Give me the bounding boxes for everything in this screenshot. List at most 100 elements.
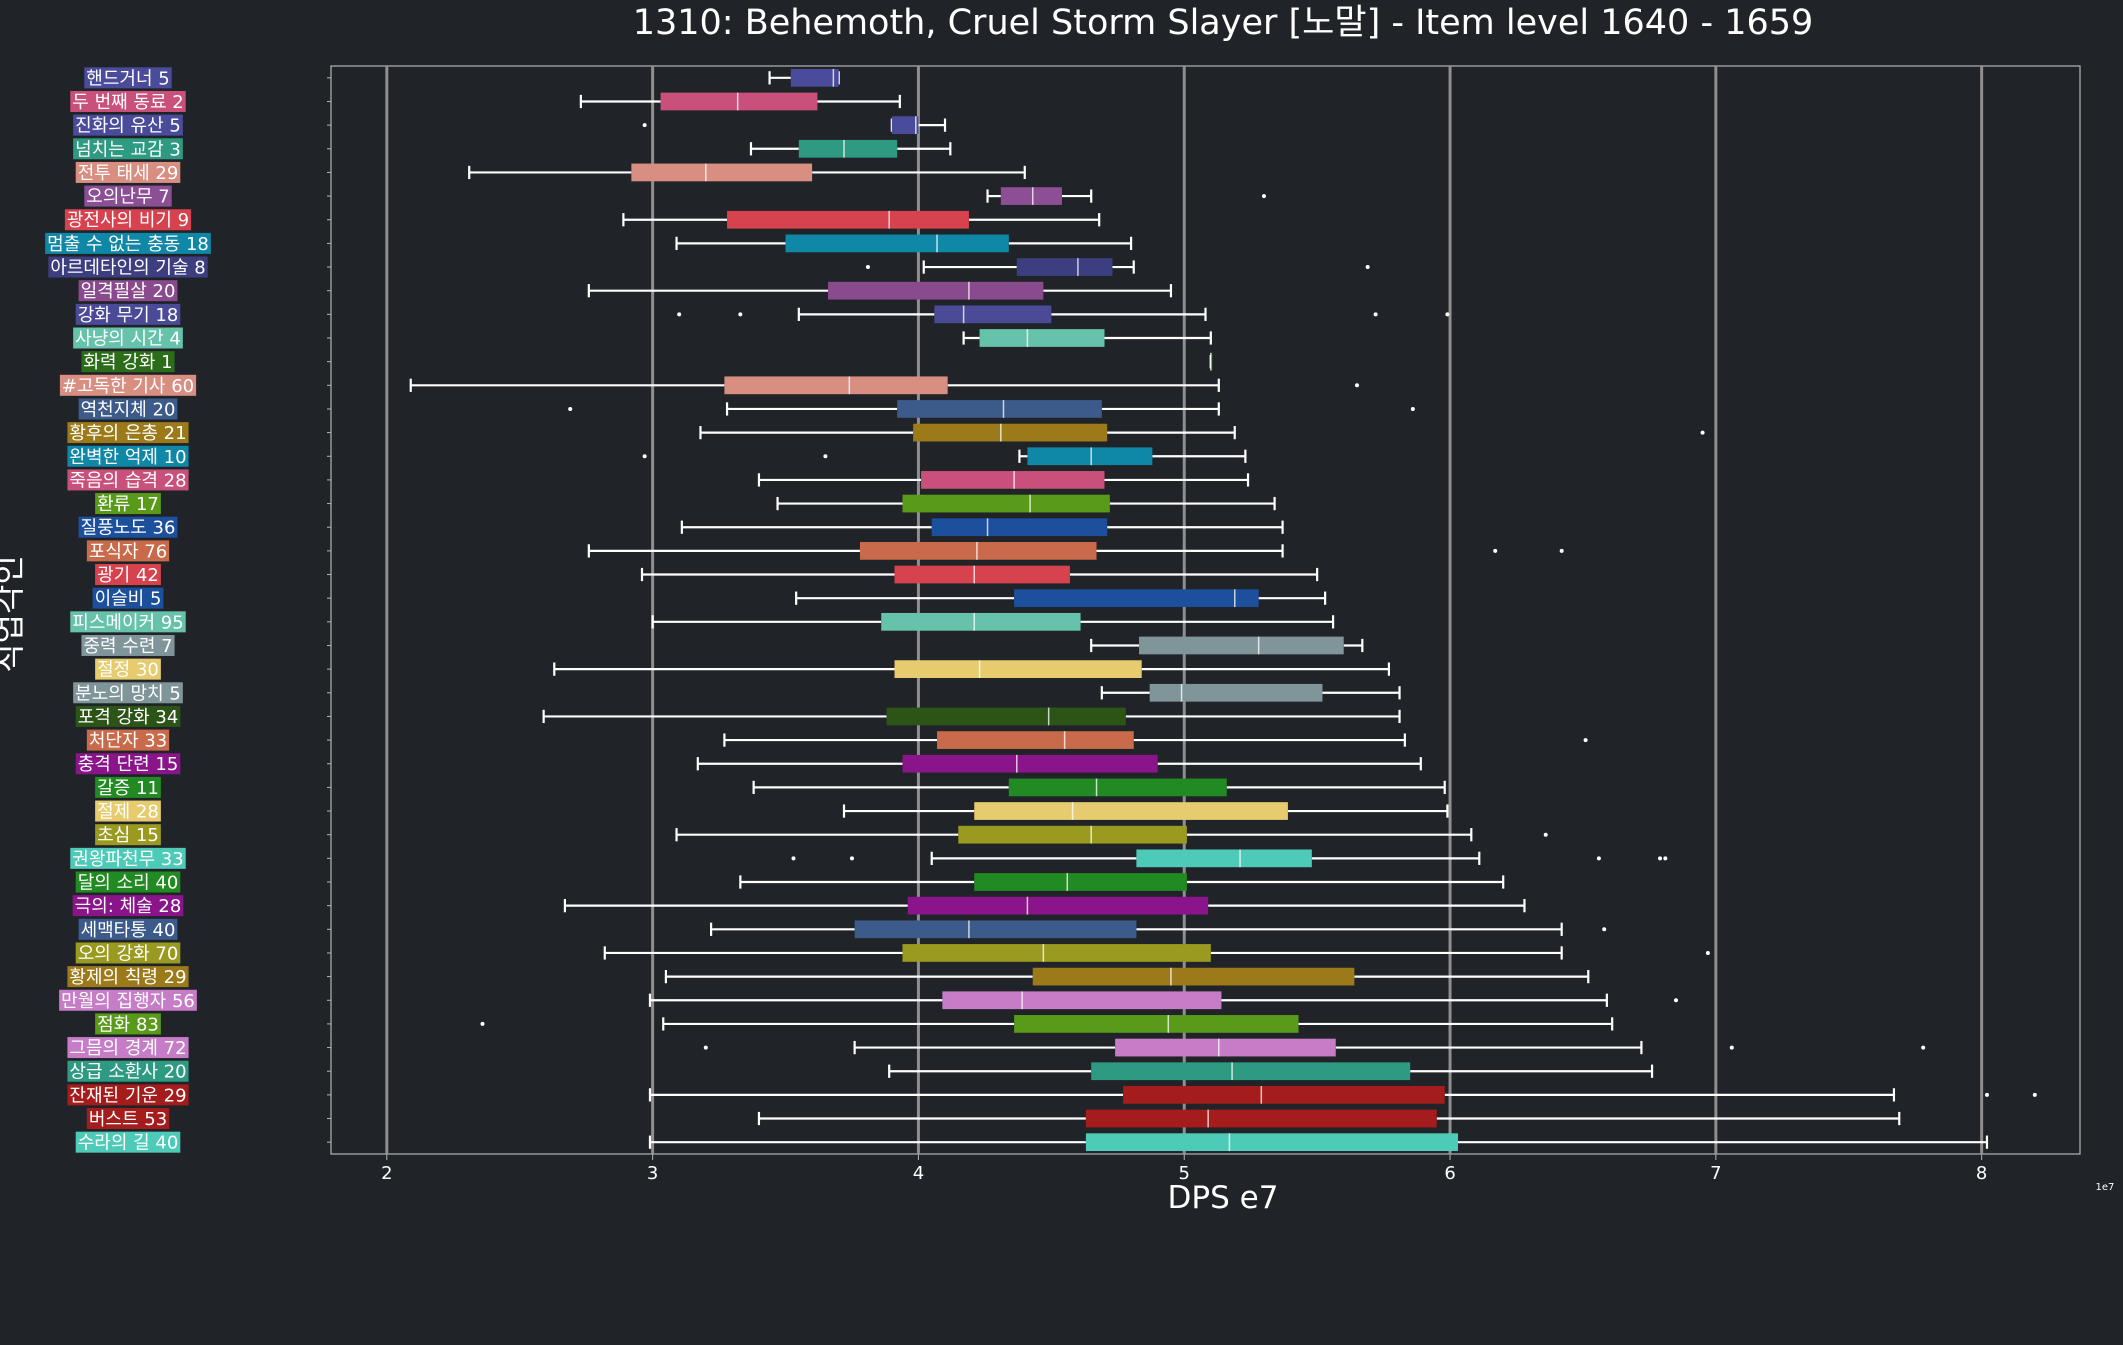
box-group xyxy=(710,920,1607,939)
category-label-background xyxy=(73,327,183,349)
category-label-background xyxy=(75,303,181,325)
category-label: 달의 소리 40 xyxy=(75,871,181,894)
category-label: 권왕파천무 33 xyxy=(70,847,186,870)
box-group xyxy=(1209,352,1213,371)
category-label: 두 번째 동료 2 xyxy=(70,90,186,113)
category-label-text: 권왕파천무 33 xyxy=(72,849,183,870)
outlier-point xyxy=(1445,312,1450,317)
box xyxy=(854,920,1137,939)
outlier-point xyxy=(1658,856,1663,861)
category-label: 전투 태세 29 xyxy=(75,161,181,184)
outlier-point xyxy=(791,856,796,861)
box-group xyxy=(842,802,1449,820)
category-label-background xyxy=(45,232,211,254)
box xyxy=(724,376,948,395)
category-label-text: 전투 태세 29 xyxy=(78,163,179,184)
category-label-text: 황후의 은총 21 xyxy=(69,423,186,444)
x-tick-label: 3 xyxy=(647,1163,658,1184)
category-label-background xyxy=(95,776,161,798)
category-label-text: 달의 소리 40 xyxy=(78,873,179,894)
outlier-point xyxy=(823,454,828,459)
box xyxy=(902,494,1110,513)
outlier-point xyxy=(1596,856,1601,861)
x-axis-scale-note: 1e7 xyxy=(2096,1182,2115,1193)
box-group xyxy=(888,1062,1654,1081)
category-label-text: #고독한 기사 60 xyxy=(62,376,194,397)
category-label-background xyxy=(67,445,189,467)
category-label-background xyxy=(67,1084,189,1106)
category-label: 오의 강화 70 xyxy=(75,942,181,964)
box xyxy=(1027,447,1153,466)
category-label: 진화의 유산 5 xyxy=(73,114,183,137)
box xyxy=(727,210,969,229)
box-group xyxy=(664,967,1590,986)
box xyxy=(913,423,1108,442)
category-label: #고독한 기사 60 xyxy=(59,374,197,397)
outlier-point xyxy=(1583,738,1588,743)
category-label-text: 중력 수련 7 xyxy=(83,636,172,657)
box xyxy=(1008,778,1227,797)
outlier-point xyxy=(1373,312,1378,317)
category-label-background xyxy=(92,587,164,609)
box xyxy=(902,754,1158,773)
category-label-text: 사냥의 시간 4 xyxy=(75,329,181,350)
box xyxy=(897,400,1102,418)
category-label-text: 넘치는 교감 3 xyxy=(75,139,181,160)
box xyxy=(1115,1038,1336,1057)
box-group xyxy=(757,1109,1901,1128)
category-label: 피스메이커 95 xyxy=(70,611,186,633)
outlier-point xyxy=(865,265,870,270)
box xyxy=(934,305,1052,324)
box xyxy=(1016,258,1113,276)
box-group xyxy=(739,873,1505,891)
category-label-background xyxy=(70,611,186,633)
box xyxy=(1000,187,1062,205)
category-label-background xyxy=(75,161,181,183)
category-label-background xyxy=(70,90,186,112)
category-label-background xyxy=(86,729,170,751)
outlier-point xyxy=(1705,950,1710,955)
category-label: 버스트 53 xyxy=(86,1108,170,1130)
box xyxy=(979,329,1105,347)
box xyxy=(974,873,1187,891)
category-label: 중력 수련 7 xyxy=(81,634,175,657)
outlier-point xyxy=(1365,265,1370,270)
outlier-point xyxy=(1673,998,1678,1003)
category-label-background xyxy=(78,516,178,538)
box-series xyxy=(409,68,2037,1152)
category-label-background xyxy=(59,374,197,396)
box-group xyxy=(568,400,1415,418)
category-label-background xyxy=(95,658,161,680)
category-label-background xyxy=(75,705,181,727)
category-label-background xyxy=(64,209,192,231)
category-label-text: 초심 15 xyxy=(97,825,159,846)
box xyxy=(902,944,1211,962)
category-label-background xyxy=(75,753,181,775)
category-label-text: 멈출 수 없는 충동 18 xyxy=(47,234,209,255)
x-tick-label: 4 xyxy=(913,1163,924,1184)
category-label-text: 아르데타인의 기술 8 xyxy=(50,258,205,279)
category-label-background xyxy=(67,1037,189,1059)
chart-title: 1310: Behemoth, Cruel Storm Slayer [노말] … xyxy=(633,3,1814,43)
category-label: 수라의 길 40 xyxy=(75,1131,181,1154)
box-group xyxy=(1090,636,1364,655)
box-group xyxy=(795,589,1327,608)
box xyxy=(931,518,1108,537)
box xyxy=(937,731,1134,749)
box-group xyxy=(1100,683,1401,702)
category-label-background xyxy=(86,540,170,562)
category-label-background xyxy=(48,256,208,278)
category-label-background xyxy=(84,185,172,207)
box-group xyxy=(648,991,1678,1010)
box xyxy=(894,660,1142,678)
category-label-text: 완벽한 억제 10 xyxy=(69,447,186,468)
category-label-background xyxy=(78,918,178,940)
box xyxy=(942,991,1222,1010)
box xyxy=(881,612,1081,631)
outlier-point xyxy=(738,312,743,317)
category-label-background xyxy=(75,1131,181,1153)
category-label: 황후의 은총 21 xyxy=(67,422,189,444)
outlier-point xyxy=(1602,927,1607,932)
box-group xyxy=(579,92,901,111)
box xyxy=(921,471,1105,489)
